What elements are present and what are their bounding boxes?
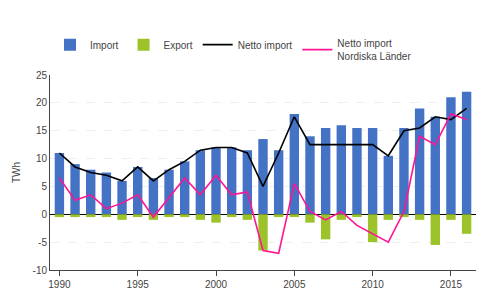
- svg-text:10: 10: [36, 153, 48, 164]
- svg-text:-10: -10: [33, 265, 48, 276]
- svg-text:15: 15: [36, 125, 48, 136]
- svg-text:TWh: TWh: [11, 162, 22, 183]
- svg-text:1995: 1995: [127, 279, 150, 290]
- svg-text:5: 5: [41, 181, 47, 192]
- svg-text:Netto import: Netto import: [238, 40, 293, 51]
- svg-text:-5: -5: [38, 237, 47, 248]
- svg-text:2010: 2010: [362, 279, 385, 290]
- svg-text:1990: 1990: [48, 279, 71, 290]
- svg-text:2005: 2005: [283, 279, 306, 290]
- svg-text:0: 0: [41, 209, 47, 220]
- svg-text:2000: 2000: [205, 279, 228, 290]
- svg-text:Import: Import: [90, 40, 119, 51]
- svg-text:2015: 2015: [440, 279, 463, 290]
- svg-text:Export: Export: [164, 40, 193, 51]
- svg-text:20: 20: [36, 97, 48, 108]
- svg-text:Netto importNordiska Länder: Netto importNordiska Länder: [337, 38, 411, 62]
- svg-text:25: 25: [36, 70, 48, 81]
